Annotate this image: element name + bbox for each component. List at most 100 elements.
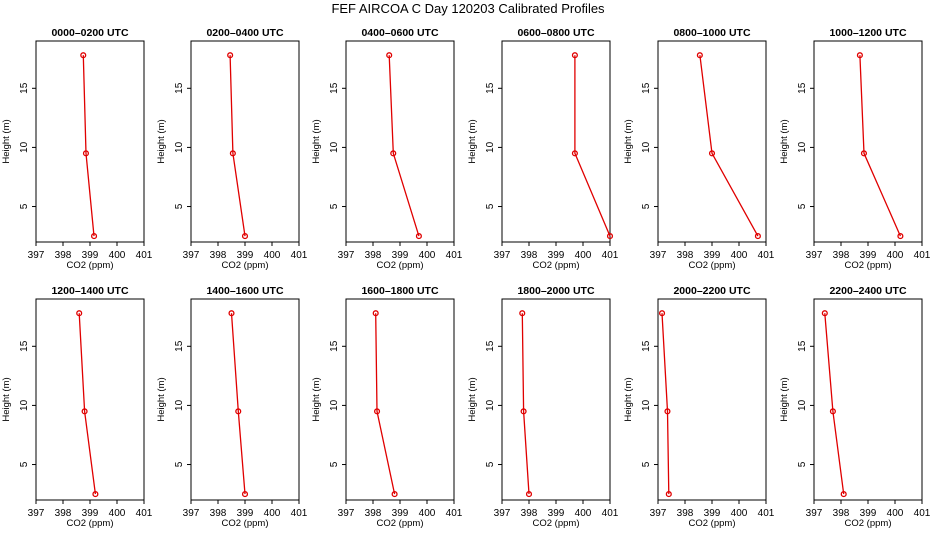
panel-title: 0600–0800 UTC bbox=[517, 27, 594, 39]
x-tick-label: 398 bbox=[210, 508, 227, 519]
x-tick-label: 400 bbox=[575, 250, 592, 261]
x-axis-label: CO2 (ppm) bbox=[222, 260, 269, 271]
plot-frame bbox=[190, 40, 300, 243]
x-tick-label: 397 bbox=[28, 250, 45, 261]
y-axis-label: Height (m) bbox=[779, 119, 790, 163]
y-tick-label: 15 bbox=[329, 82, 340, 94]
profile-line bbox=[82, 55, 95, 237]
y-tick-label: 10 bbox=[174, 141, 185, 153]
profile-line bbox=[388, 55, 420, 237]
x-tick-label: 401 bbox=[914, 508, 931, 519]
y-tick-label: 5 bbox=[174, 203, 185, 209]
y-tick-label: 10 bbox=[797, 399, 808, 411]
x-tick-label: 399 bbox=[82, 250, 99, 261]
y-axis-label: Height (m) bbox=[156, 377, 167, 421]
y-tick-label: 10 bbox=[329, 399, 340, 411]
data-point bbox=[76, 310, 83, 317]
panel-title: 0800–1000 UTC bbox=[673, 27, 750, 39]
data-point bbox=[241, 233, 249, 240]
y-axis-label: Height (m) bbox=[311, 377, 322, 421]
x-tick-label: 400 bbox=[109, 508, 126, 519]
y-tick-label: 15 bbox=[797, 340, 808, 352]
plot-frame bbox=[345, 298, 455, 501]
plot-frame bbox=[657, 298, 767, 501]
y-tick-label: 5 bbox=[797, 461, 808, 467]
x-axis-label: CO2 (ppm) bbox=[533, 260, 580, 271]
data-point bbox=[856, 52, 863, 59]
data-point bbox=[658, 310, 666, 317]
data-point bbox=[571, 52, 578, 59]
x-tick-label: 398 bbox=[521, 250, 538, 261]
y-axis-label: Height (m) bbox=[311, 119, 322, 163]
y-tick-label: 15 bbox=[797, 82, 808, 94]
y-tick-label: 10 bbox=[641, 399, 652, 411]
y-axis-label: Height (m) bbox=[1, 119, 12, 163]
y-axis-label: Height (m) bbox=[623, 119, 634, 163]
x-tick-label: 400 bbox=[887, 250, 904, 261]
x-tick-label: 399 bbox=[237, 508, 254, 519]
data-point bbox=[228, 310, 235, 317]
x-tick-label: 401 bbox=[446, 508, 463, 519]
y-tick-label: 10 bbox=[19, 141, 30, 153]
data-point bbox=[235, 408, 242, 415]
data-point bbox=[520, 408, 527, 415]
panel-title: 1800–2000 UTC bbox=[517, 285, 594, 297]
profile-panel: 0000–0200 UTC 397 398 399 400 401 5 10 15 CO2 (pp… bbox=[1, 27, 153, 271]
x-tick-label: 397 bbox=[338, 508, 355, 519]
panel-title: 2200–2400 UTC bbox=[829, 285, 906, 297]
data-point bbox=[92, 491, 99, 498]
x-tick-label: 400 bbox=[887, 508, 904, 519]
data-point bbox=[229, 150, 236, 157]
y-tick-label: 15 bbox=[329, 340, 340, 352]
y-tick-label: 5 bbox=[19, 203, 30, 209]
plot-frame bbox=[657, 40, 767, 243]
plot-frame bbox=[35, 40, 145, 243]
plot-frame bbox=[35, 298, 145, 501]
y-tick-label: 10 bbox=[797, 141, 808, 153]
y-tick-label: 15 bbox=[19, 82, 30, 94]
x-tick-label: 397 bbox=[183, 250, 200, 261]
x-tick-label: 397 bbox=[28, 508, 45, 519]
y-tick-label: 10 bbox=[19, 399, 30, 411]
profile-panel: 1400–1600 UTC 397 398 399 400 401 5 10 15 CO2 (pp… bbox=[156, 285, 308, 529]
y-tick-label: 5 bbox=[797, 203, 808, 209]
y-tick-label: 10 bbox=[174, 399, 185, 411]
panel-grid: 0000–0200 UTC 397 398 399 400 401 5 10 15 CO2 (pp… bbox=[1, 27, 931, 529]
panel-title: 0000–0200 UTC bbox=[51, 27, 128, 39]
x-tick-label: 398 bbox=[833, 250, 850, 261]
y-tick-label: 15 bbox=[174, 340, 185, 352]
x-tick-label: 401 bbox=[602, 508, 619, 519]
panel-title: 2000–2200 UTC bbox=[673, 285, 750, 297]
x-tick-label: 397 bbox=[183, 508, 200, 519]
plot-frame bbox=[190, 298, 300, 501]
plot-frame bbox=[813, 298, 923, 501]
plot-frame bbox=[501, 298, 611, 501]
y-tick-label: 5 bbox=[485, 461, 496, 467]
x-axis-label: CO2 (ppm) bbox=[67, 518, 114, 529]
x-tick-label: 397 bbox=[806, 508, 823, 519]
x-tick-label: 399 bbox=[860, 508, 877, 519]
x-tick-label: 398 bbox=[365, 508, 382, 519]
data-point bbox=[829, 408, 836, 415]
profile-line bbox=[230, 313, 246, 495]
profile-panel: 0400–0600 UTC 397 398 399 400 401 5 10 15 CO2 (pp… bbox=[311, 27, 463, 271]
x-tick-label: 400 bbox=[264, 508, 281, 519]
x-axis-label: CO2 (ppm) bbox=[222, 518, 269, 529]
x-axis-label: CO2 (ppm) bbox=[377, 518, 424, 529]
x-tick-label: 399 bbox=[82, 508, 99, 519]
y-tick-label: 5 bbox=[485, 203, 496, 209]
x-axis-label: CO2 (ppm) bbox=[845, 260, 892, 271]
x-axis-label: CO2 (ppm) bbox=[377, 260, 424, 271]
x-tick-label: 399 bbox=[548, 250, 565, 261]
data-point bbox=[696, 52, 703, 59]
x-tick-label: 401 bbox=[136, 250, 153, 261]
x-tick-label: 401 bbox=[136, 508, 153, 519]
x-tick-label: 398 bbox=[677, 250, 694, 261]
y-tick-label: 15 bbox=[19, 340, 30, 352]
x-tick-label: 399 bbox=[237, 250, 254, 261]
plot-frame bbox=[813, 40, 923, 243]
y-tick-label: 5 bbox=[19, 461, 30, 467]
figure-title: FEF AIRCOA C Day 120203 Calibrated Profi… bbox=[331, 1, 605, 16]
x-tick-label: 398 bbox=[833, 508, 850, 519]
profile-line bbox=[824, 313, 845, 495]
